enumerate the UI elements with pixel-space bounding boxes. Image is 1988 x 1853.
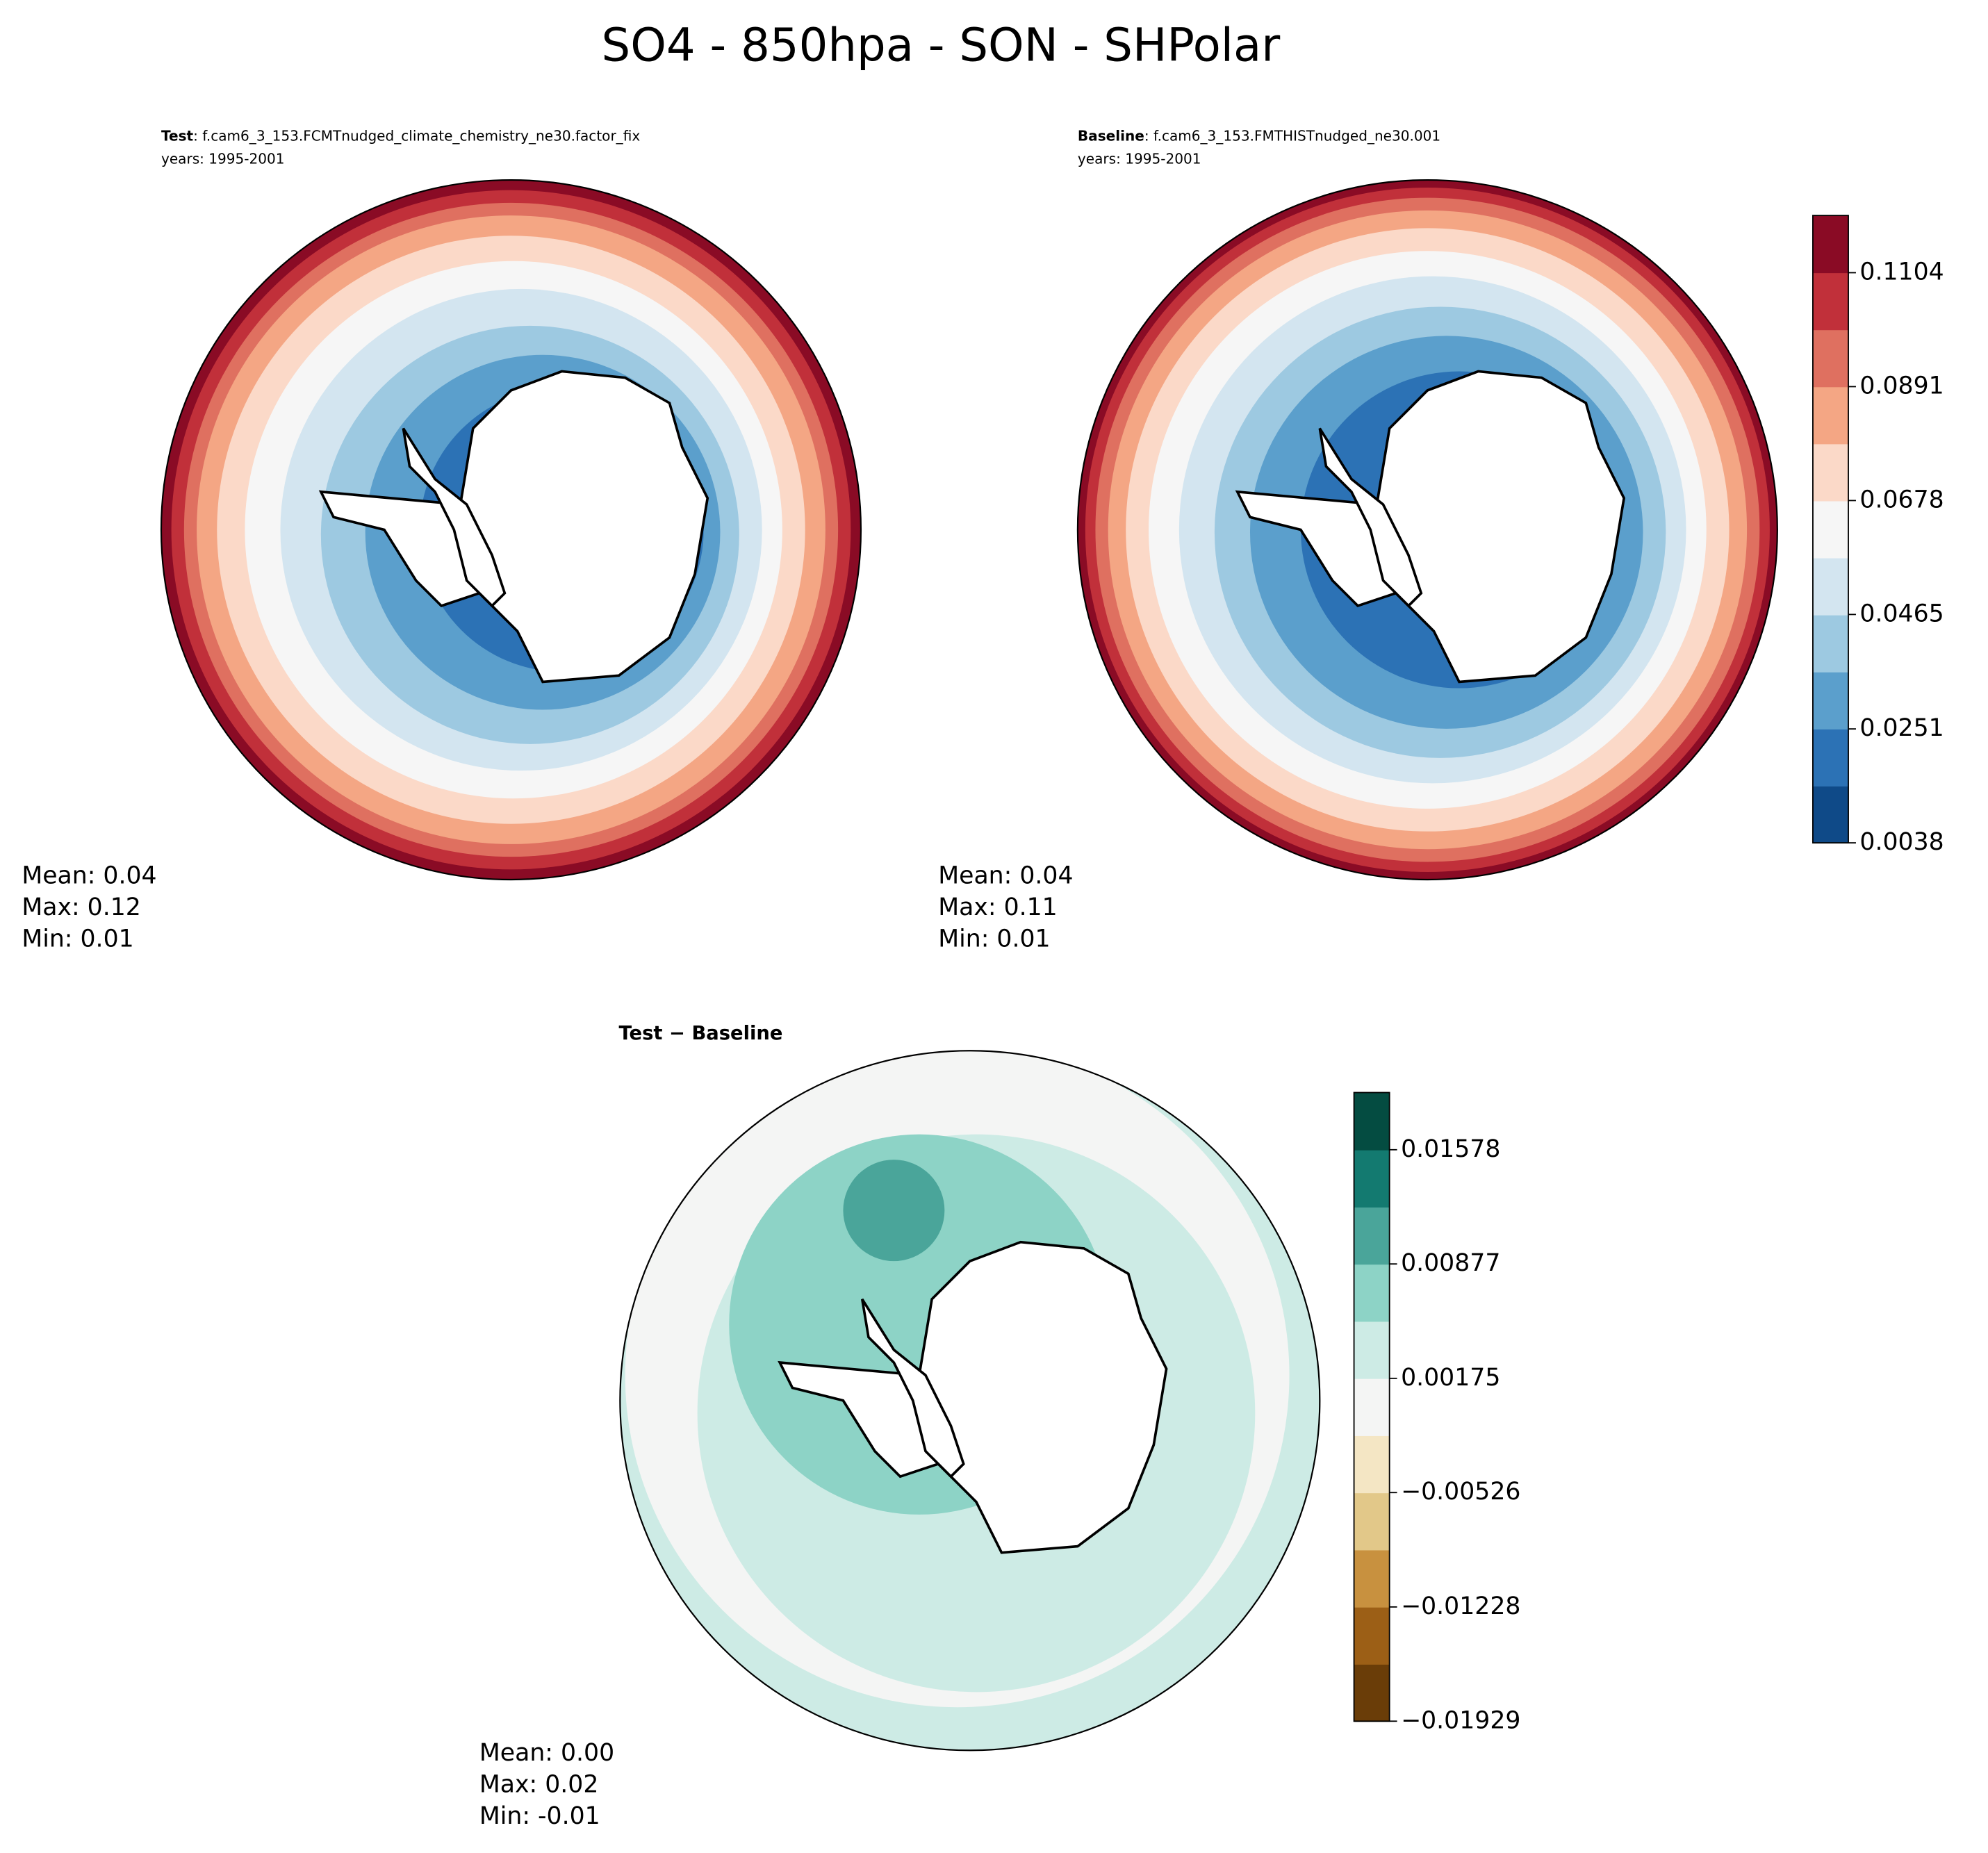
colorbar-box — [1354, 1435, 1390, 1494]
years: years: 1995-2001 — [161, 150, 285, 167]
colorbar-box — [1812, 272, 1849, 331]
stat: Min: -0.01 — [479, 1802, 600, 1830]
colorbar-box — [1812, 614, 1849, 673]
panel-label: Test − Baseline — [619, 1023, 783, 1044]
stat: Mean: 0.04 — [938, 862, 1073, 889]
map — [160, 179, 862, 881]
map-border — [160, 179, 862, 881]
colorbar-box — [1354, 1492, 1390, 1551]
case-label: Baseline — [1078, 127, 1144, 144]
colorbar-tick-label: 0.0465 — [1859, 600, 1944, 627]
colorbar-tick-label: 0.0678 — [1859, 486, 1944, 513]
colorbar-tick-label: −0.01929 — [1401, 1706, 1520, 1734]
colorbar-box — [1812, 500, 1849, 559]
colorbar-frame — [1812, 215, 1849, 844]
stat: Max: 0.02 — [479, 1770, 599, 1798]
map-border — [1076, 179, 1778, 881]
map-field — [1077, 180, 1777, 880]
antarctica — [1235, 370, 1626, 684]
peninsula — [402, 427, 507, 608]
antarctica — [778, 1240, 1168, 1554]
stat: Min: 0.01 — [22, 925, 133, 953]
peninsula — [860, 1298, 965, 1479]
contour — [1077, 403, 1081, 573]
colorbar-box — [1354, 1549, 1390, 1608]
case-name: : f.cam6_3_153.FMTHISTnudged_ne30.001 — [1144, 127, 1440, 144]
colorbar-box — [1812, 557, 1849, 616]
colorbar-tick-label: −0.00526 — [1401, 1478, 1520, 1506]
colorbar-box — [1354, 1264, 1390, 1322]
peninsula — [1318, 427, 1423, 608]
contour — [161, 403, 164, 573]
colorbar-tick-label: −0.01228 — [1401, 1592, 1520, 1620]
colorbar-box — [1812, 443, 1849, 502]
panel-label: Baseline: f.cam6_3_153.FMTHISTnudged_ne3… — [1078, 127, 1440, 144]
stat: Mean: 0.00 — [479, 1739, 614, 1767]
stat: Max: 0.11 — [938, 893, 1058, 921]
map — [619, 1050, 1321, 1752]
map-field — [620, 1051, 1320, 1751]
colorbar-box — [1812, 671, 1849, 730]
colorbar-box — [1354, 1378, 1390, 1436]
colorbar-box — [1812, 215, 1849, 274]
colorbar-tick-label: 0.00175 — [1401, 1364, 1500, 1392]
colorbar-tick-label: 0.0038 — [1859, 828, 1944, 856]
colorbar-frame — [1353, 1092, 1390, 1722]
colorbar-tick-label: 0.0251 — [1859, 714, 1944, 742]
years: years: 1995-2001 — [1078, 150, 1201, 167]
colorbar-box — [1354, 1321, 1390, 1379]
colorbar-box — [1354, 1206, 1390, 1265]
map — [1076, 179, 1778, 881]
stat: Max: 0.12 — [22, 893, 141, 921]
colorbar-box — [1354, 1092, 1390, 1151]
colorbar-tick-label: 0.0891 — [1859, 372, 1944, 400]
figure-title: SO4 - 850hpa - SON - SHPolar — [602, 19, 1281, 72]
colorbar-box — [1812, 728, 1849, 787]
stat: Mean: 0.04 — [22, 862, 156, 889]
map-border — [619, 1050, 1321, 1752]
colorbar-tick-label: 0.01578 — [1401, 1135, 1500, 1163]
case-name: : f.cam6_3_153.FCMTnudged_climate_chemis… — [193, 127, 640, 144]
colorbar-box — [1354, 1664, 1390, 1722]
colorbar-box — [1812, 329, 1849, 388]
colorbar-tick-label: 0.00877 — [1401, 1249, 1500, 1277]
colorbar-box — [1812, 786, 1849, 844]
colorbar-box — [1812, 386, 1849, 445]
case-label: Test — [161, 127, 194, 144]
stat: Min: 0.01 — [938, 925, 1050, 953]
colorbar-tick-label: 0.1104 — [1859, 258, 1944, 286]
colorbar-box — [1354, 1149, 1390, 1208]
antarctica — [318, 370, 709, 684]
contour — [843, 1160, 945, 1262]
panel-label: Test: f.cam6_3_153.FCMTnudged_climate_ch… — [161, 127, 640, 144]
colorbar-box — [1354, 1606, 1390, 1665]
map-field — [161, 180, 861, 880]
